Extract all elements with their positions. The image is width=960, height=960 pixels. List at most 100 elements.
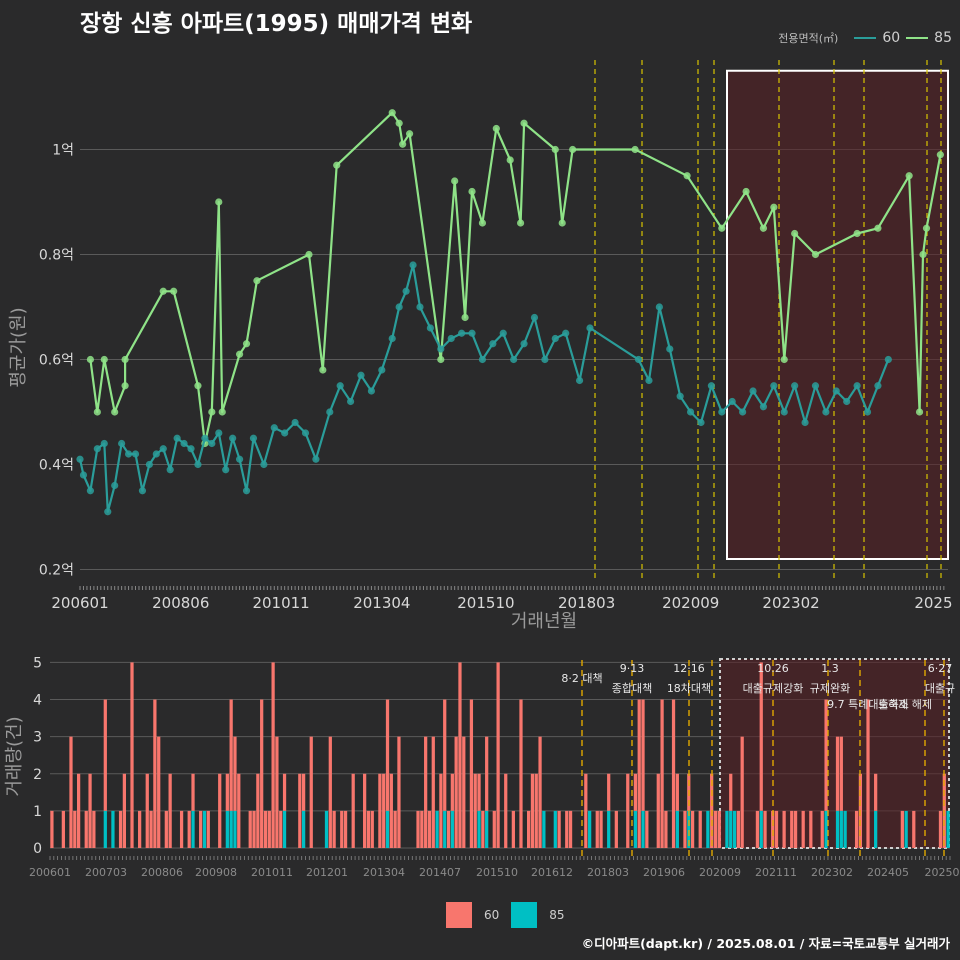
- data-point-60: [93, 445, 101, 453]
- volume-bar-60: [267, 810, 271, 848]
- volume-x-tick-label: 201510: [476, 866, 518, 879]
- policy-annotation-label: 8·2 대책: [561, 672, 602, 685]
- data-point-85: [111, 408, 119, 416]
- data-point-60: [378, 366, 386, 374]
- data-point-60: [780, 408, 788, 416]
- data-point-60: [159, 445, 167, 453]
- x-tick-label: 201510: [457, 594, 514, 612]
- volume-bar-60: [656, 773, 660, 848]
- volume-bar-85: [839, 810, 843, 848]
- volume-bar-60: [481, 810, 485, 848]
- volume-bar-60: [397, 736, 401, 848]
- data-point-60: [104, 508, 112, 516]
- data-point-85: [333, 161, 341, 169]
- data-point-85: [100, 355, 108, 364]
- volume-bar-60: [511, 810, 515, 848]
- volume-bar-60: [332, 810, 336, 848]
- volume-bar-60: [599, 810, 603, 848]
- volume-bar-60: [431, 736, 435, 848]
- volume-bar-60: [351, 773, 355, 848]
- volume-bar-85: [542, 810, 546, 848]
- data-point-85: [159, 287, 167, 295]
- data-point-60: [697, 418, 705, 427]
- data-point-60: [208, 439, 216, 448]
- data-point-60: [260, 460, 268, 469]
- volume-bar-60: [328, 736, 332, 848]
- x-tick-label: 202009: [662, 594, 719, 612]
- data-point-60: [801, 418, 809, 427]
- y-axis-title: 평균가(원): [8, 307, 29, 387]
- volume-bar-60: [378, 773, 382, 848]
- volume-bar-60: [759, 662, 763, 811]
- data-point-60: [201, 434, 209, 442]
- data-point-85: [569, 145, 577, 154]
- volume-bar-60: [763, 810, 767, 848]
- data-point-60: [111, 481, 119, 490]
- data-point-85: [915, 408, 924, 416]
- data-point-85: [93, 408, 101, 416]
- legend-line-85: [906, 37, 929, 39]
- data-point-60: [728, 397, 736, 406]
- data-point-60: [853, 382, 861, 390]
- data-point-85: [215, 198, 223, 206]
- legend-item-60: 60: [854, 30, 900, 46]
- volume-bar-85: [191, 810, 195, 848]
- data-point-60: [686, 408, 695, 416]
- data-point-85: [492, 124, 500, 133]
- volume-bar-60: [492, 810, 496, 848]
- volume-bar-60: [122, 773, 126, 848]
- data-point-60: [367, 387, 376, 395]
- volume-bar-60: [118, 810, 123, 848]
- volume-bar-85: [435, 810, 439, 848]
- volume-bar-60: [389, 773, 393, 848]
- volume-bar-85: [225, 810, 229, 848]
- volume-bar-85: [443, 810, 447, 848]
- legend-label-60: 60: [882, 30, 901, 46]
- volume-bar-60: [382, 773, 386, 848]
- data-point-60: [447, 334, 455, 343]
- volume-bar-60: [343, 810, 348, 848]
- data-point-85: [468, 187, 476, 196]
- volume-bar-60: [450, 773, 454, 811]
- data-point-60: [100, 439, 108, 448]
- volume-bar-60: [660, 699, 664, 848]
- data-point-85: [905, 172, 913, 180]
- data-point-60: [478, 355, 487, 364]
- volume-bar-60: [698, 810, 702, 848]
- data-point-85: [319, 366, 327, 374]
- data-point-60: [458, 329, 466, 337]
- data-point-60: [575, 376, 584, 385]
- volume-x-tick-label: 200703: [85, 866, 127, 879]
- volume-bar-85: [233, 810, 237, 848]
- data-point-60: [676, 392, 684, 400]
- volume-bar-60: [301, 773, 306, 811]
- data-point-60: [770, 382, 778, 390]
- data-point-60: [395, 303, 403, 311]
- volume-bar-85: [385, 810, 390, 848]
- legend-label-85: 85: [934, 30, 952, 46]
- data-point-60: [152, 450, 160, 458]
- volume-bar-60: [393, 810, 397, 848]
- volume-x-tick-label: 200908: [195, 866, 237, 879]
- data-point-60: [138, 487, 147, 495]
- data-point-85: [478, 219, 487, 227]
- volume-bar-60: [469, 699, 474, 848]
- volume-bar-60: [61, 810, 65, 848]
- volume-bar-85: [725, 810, 729, 848]
- data-point-60: [402, 287, 410, 295]
- data-point-85: [683, 172, 691, 180]
- volume-bar-60: [191, 773, 195, 811]
- volume-bar-60: [462, 736, 466, 848]
- data-point-85: [770, 203, 778, 211]
- data-point-85: [520, 119, 528, 127]
- data-point-85: [811, 250, 820, 259]
- data-point-60: [409, 261, 417, 269]
- data-point-60: [468, 329, 476, 337]
- data-point-85: [919, 250, 927, 259]
- data-point-60: [655, 303, 663, 311]
- data-point-85: [759, 224, 768, 232]
- volume-bar-60: [824, 699, 828, 811]
- volume-bar-60: [446, 810, 451, 848]
- data-point-60: [562, 329, 570, 337]
- volume-bar-60: [565, 810, 569, 848]
